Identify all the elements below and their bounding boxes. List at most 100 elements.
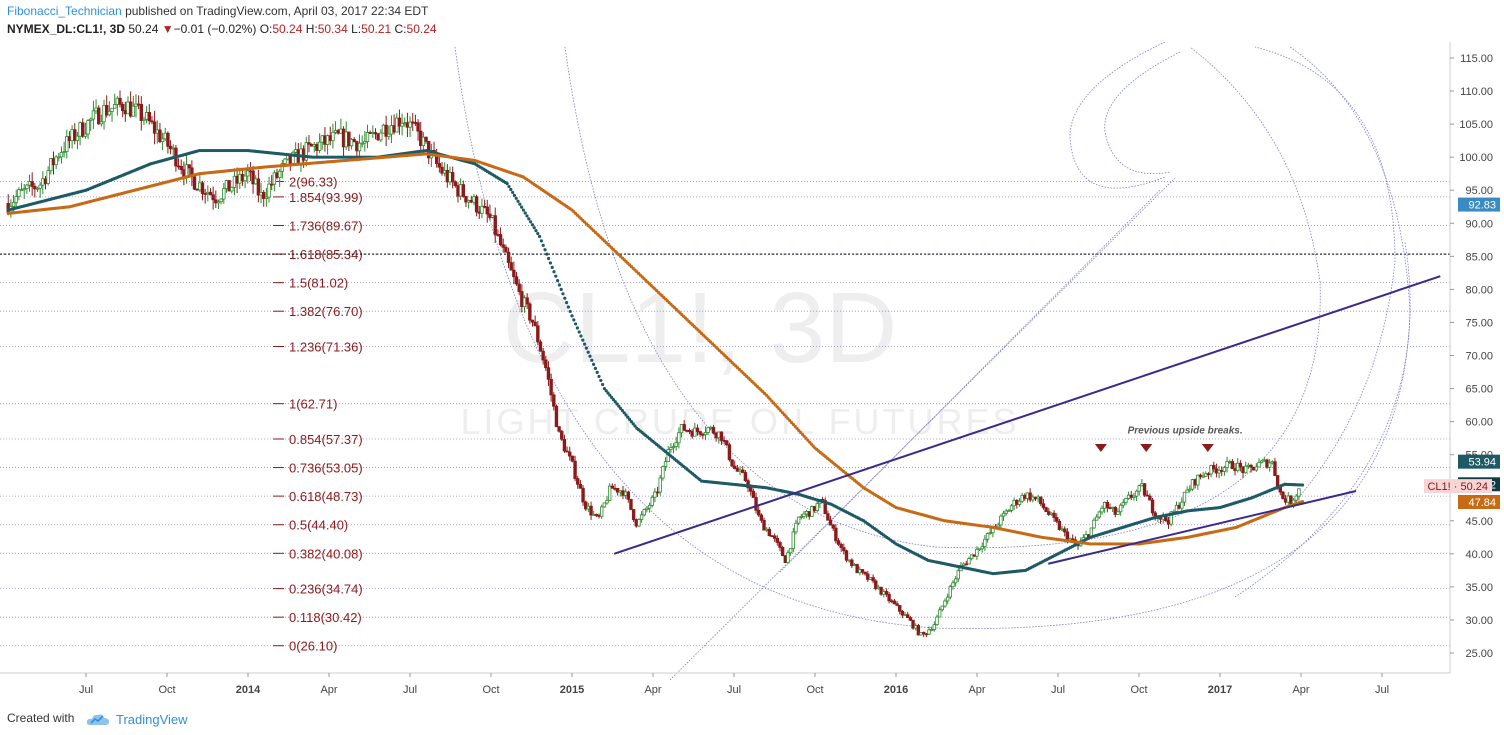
candle-body xyxy=(1001,512,1006,517)
candle-body xyxy=(919,632,923,636)
ma-dot xyxy=(601,382,605,387)
candle-body xyxy=(1105,502,1110,509)
candle-body xyxy=(852,564,857,566)
price-label-box xyxy=(1424,479,1492,494)
ma-dot xyxy=(568,309,572,314)
author-link[interactable]: Fibonacci_Technician xyxy=(7,4,122,18)
ma-dot xyxy=(617,404,621,408)
candle-body xyxy=(1209,464,1213,475)
candle-body xyxy=(996,524,1000,528)
candle-body xyxy=(685,429,689,432)
candle-body xyxy=(618,490,623,493)
candle-body xyxy=(352,139,356,143)
candle-body xyxy=(599,506,604,517)
candle-body xyxy=(448,172,452,183)
ma-dot xyxy=(626,415,630,419)
candle-body xyxy=(653,491,657,498)
candle-body xyxy=(506,251,511,264)
ma-dot xyxy=(597,374,601,379)
candle-body xyxy=(722,440,726,442)
fib-label: 0.618(48.73) xyxy=(289,489,363,504)
candle-body xyxy=(413,122,418,124)
candle-body xyxy=(730,459,734,467)
candle-body xyxy=(908,617,913,621)
candle-body xyxy=(890,600,894,603)
candle-body xyxy=(371,132,375,134)
candle-body xyxy=(168,145,173,150)
ma-dot xyxy=(538,234,542,239)
candle-body xyxy=(1214,468,1219,474)
ma-dot xyxy=(523,211,527,215)
candle-body xyxy=(1188,488,1192,491)
candle-body xyxy=(863,571,867,575)
candle-body xyxy=(520,291,524,307)
candle-body xyxy=(355,141,359,152)
candle-body xyxy=(557,426,561,432)
candle-body xyxy=(823,500,827,515)
candle-body xyxy=(759,514,764,521)
x-tick-label: Apr xyxy=(968,684,985,696)
candle-body xyxy=(1259,460,1264,463)
ma-dot xyxy=(507,184,511,189)
candle-body xyxy=(1228,461,1232,463)
x-tick-label: Apr xyxy=(644,684,661,696)
candle-body xyxy=(458,184,463,197)
candle-body xyxy=(312,144,316,147)
candle-body xyxy=(25,184,29,190)
ma-dot xyxy=(514,196,518,200)
candle-body xyxy=(549,378,553,396)
candle-body xyxy=(807,511,811,517)
candle-body xyxy=(607,485,612,501)
candle-body xyxy=(14,196,18,203)
candle-body xyxy=(405,122,410,128)
candle-body xyxy=(384,124,388,137)
candle-body xyxy=(309,143,314,147)
candle-body xyxy=(623,491,628,496)
ma-dot xyxy=(577,330,581,334)
ma-dot xyxy=(592,362,596,366)
candle-body xyxy=(530,319,535,323)
candle-body xyxy=(1142,483,1147,496)
candle-body xyxy=(158,129,162,143)
candle-body xyxy=(1217,469,1221,474)
ma-dot xyxy=(512,193,517,197)
candle-body xyxy=(54,156,58,166)
ma-dot xyxy=(574,322,578,326)
candle-body xyxy=(738,469,742,472)
candle-body xyxy=(1113,506,1117,515)
candle-body xyxy=(445,170,450,183)
candle-body xyxy=(677,432,681,444)
trendline[interactable] xyxy=(1048,490,1357,565)
candle-body xyxy=(1273,461,1277,476)
candle-body xyxy=(232,175,237,188)
candle-body xyxy=(764,528,769,531)
candle-body xyxy=(1015,499,1019,505)
chart-footer: Created with TradingView xyxy=(0,705,1504,735)
fib-label: 0.5(44.40) xyxy=(289,518,348,533)
candle-body xyxy=(602,502,607,508)
plot-area[interactable] xyxy=(0,42,1450,673)
tradingview-link[interactable]: TradingView xyxy=(86,709,188,729)
low-value: 50.21 xyxy=(361,22,392,36)
ma-dot xyxy=(529,220,533,224)
y-tick-label: 85.00 xyxy=(1465,251,1493,263)
candle-body xyxy=(741,469,745,473)
ma-dot xyxy=(516,199,520,203)
candle-body xyxy=(1140,483,1144,487)
candle-body xyxy=(1031,496,1035,501)
candle-body xyxy=(1275,475,1280,488)
candle-body xyxy=(1243,465,1248,474)
candle-body xyxy=(988,532,992,535)
candle-body xyxy=(855,564,859,574)
candle-body xyxy=(916,625,921,636)
candle-body xyxy=(182,169,186,177)
fib-label: 2(96.33) xyxy=(289,174,337,189)
candle-body xyxy=(546,367,551,380)
ma-dot xyxy=(561,292,565,296)
candle-body xyxy=(490,215,495,218)
trendline[interactable] xyxy=(613,275,1441,555)
fib-label: 0.382(40.08) xyxy=(289,546,363,561)
candle-body xyxy=(610,485,615,489)
symbol-label: NYMEX_DL:CL1!, 3D xyxy=(7,22,126,36)
